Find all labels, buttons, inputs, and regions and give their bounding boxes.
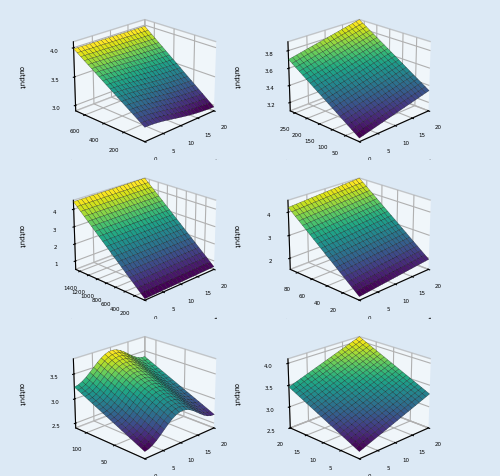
X-axis label: input1: input1: [198, 316, 220, 330]
X-axis label: input1: input1: [412, 316, 436, 330]
X-axis label: input1: input1: [412, 158, 436, 172]
X-axis label: input1: input1: [412, 474, 436, 476]
X-axis label: input1: input1: [198, 474, 220, 476]
Y-axis label: input5: input5: [282, 317, 305, 332]
Y-axis label: input2: input2: [68, 159, 90, 174]
X-axis label: input1: input1: [198, 158, 220, 172]
Y-axis label: input4: input4: [68, 317, 90, 332]
Y-axis label: input3: input3: [282, 159, 306, 174]
